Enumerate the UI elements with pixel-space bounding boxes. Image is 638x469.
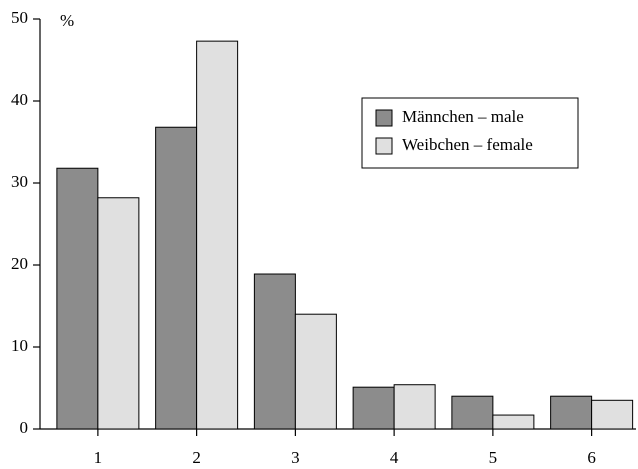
y-tick-label: 20 xyxy=(11,254,28,273)
x-tick-label: 2 xyxy=(192,448,201,467)
bar xyxy=(294,313,337,430)
x-tick-label: 4 xyxy=(390,448,399,467)
legend-label: Männchen – male xyxy=(402,107,524,126)
y-tick-label: 40 xyxy=(11,90,28,109)
legend-box xyxy=(361,97,579,169)
bar xyxy=(97,197,140,430)
y-tick-label: 10 xyxy=(11,336,28,355)
bar xyxy=(56,167,99,430)
y-axis-label: % xyxy=(60,11,74,30)
bar xyxy=(352,386,395,430)
bar xyxy=(451,395,494,430)
bar xyxy=(253,273,296,430)
bar xyxy=(393,384,436,430)
x-tick-label: 1 xyxy=(94,448,103,467)
bar xyxy=(196,40,239,430)
x-tick-label: 5 xyxy=(489,448,498,467)
bar xyxy=(492,414,535,430)
y-tick-label: 50 xyxy=(11,8,28,27)
legend-swatch xyxy=(375,137,393,155)
bar xyxy=(550,395,593,430)
x-tick-label: 6 xyxy=(587,448,596,467)
y-tick-label: 30 xyxy=(11,172,28,191)
y-tick-label: 0 xyxy=(20,418,29,437)
legend-label: Weibchen – female xyxy=(402,135,533,154)
bar xyxy=(591,399,634,430)
x-tick-label: 3 xyxy=(291,448,300,467)
bar xyxy=(155,126,198,430)
legend-swatch xyxy=(375,109,393,127)
